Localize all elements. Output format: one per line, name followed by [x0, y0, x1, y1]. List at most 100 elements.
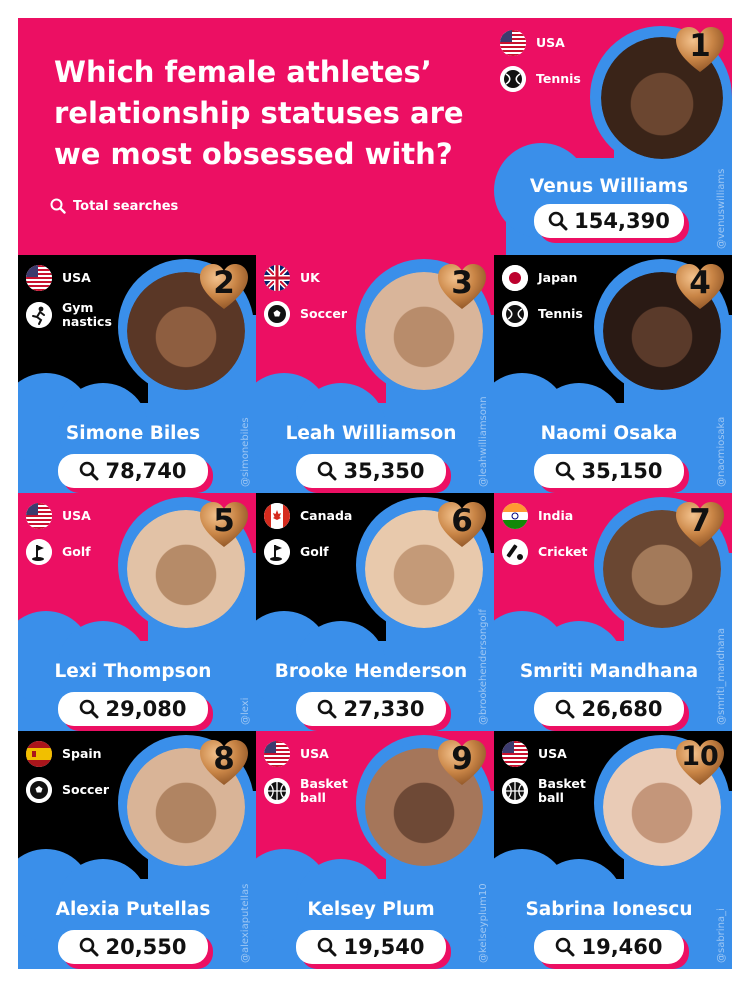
- country-row: USA: [500, 30, 565, 56]
- golf-icon: [26, 539, 52, 565]
- sport-label: Golf: [62, 544, 91, 559]
- athlete-photo: [360, 743, 488, 871]
- search-count: 154,390: [574, 209, 670, 233]
- usa-flag-icon: [502, 741, 528, 767]
- athlete-name: Naomi Osaka: [540, 423, 678, 444]
- country-label: UK: [300, 270, 320, 285]
- search-count-pill: 35,350: [296, 454, 446, 488]
- sport-label: Cricket: [538, 544, 588, 559]
- usa-flag-icon: [26, 265, 52, 291]
- search-count: 78,740: [105, 459, 187, 483]
- sport-row: Basket ball: [264, 777, 348, 805]
- rank-number: 10: [681, 741, 719, 772]
- instagram-handle: @simonebiles: [240, 417, 251, 487]
- instagram-handle: @smriti_mandhana: [716, 627, 727, 725]
- search-count-pill: 154,390: [534, 204, 684, 238]
- rank-number: 5: [213, 503, 235, 539]
- athlete-name: Lexi Thompson: [54, 661, 212, 682]
- search-count-pill: 19,460: [534, 930, 684, 964]
- rank-heart-icon: 5: [198, 501, 250, 549]
- japan-flag-icon: [502, 265, 528, 291]
- rank-heart-icon: 7: [674, 501, 726, 549]
- rank-number: 2: [213, 265, 235, 301]
- india-flag-icon: [502, 503, 528, 529]
- sport-row: Golf: [264, 539, 329, 565]
- search-count-pill: 19,540: [296, 930, 446, 964]
- sport-row: Golf: [26, 539, 91, 565]
- search-count: 35,350: [343, 459, 425, 483]
- search-icon: [317, 461, 337, 481]
- search-count-pill: 78,740: [58, 454, 208, 488]
- rank-heart-icon: 4: [674, 263, 726, 311]
- search-count-pill: 20,550: [58, 930, 208, 964]
- search-count: 19,460: [581, 935, 663, 959]
- athlete-card-5: 5 USA Golf Lexi Thompson 29,080 @lexi: [18, 493, 256, 731]
- rank-heart-icon: 6: [436, 501, 488, 549]
- country-row: Japan: [502, 265, 577, 291]
- athlete-card-7: 7 India Cricket Smriti Mandhana 26,680 @smrit…: [494, 493, 732, 731]
- country-label: India: [538, 508, 574, 523]
- usa-flag-icon: [26, 503, 52, 529]
- rank-number: 1: [689, 28, 711, 64]
- rank-number: 9: [451, 741, 473, 777]
- uk-flag-icon: [264, 265, 290, 291]
- rank-number: 3: [451, 265, 473, 301]
- search-count-pill: 27,330: [296, 692, 446, 726]
- sport-label: Soccer: [62, 782, 110, 797]
- search-count-pill: 35,150: [534, 454, 684, 488]
- country-label: USA: [62, 270, 91, 285]
- spain-flag-icon: [26, 741, 52, 767]
- athlete-name: Kelsey Plum: [307, 899, 435, 920]
- search-count: 20,550: [105, 935, 187, 959]
- country-row: USA: [264, 741, 329, 767]
- sport-row: Cricket: [502, 539, 587, 565]
- soccer-icon: [264, 301, 290, 327]
- athlete-name: Brooke Henderson: [274, 661, 468, 682]
- sport-label: Soccer: [300, 306, 348, 321]
- athlete-name: Sabrina Ionescu: [525, 899, 693, 920]
- usa-flag-icon: [500, 30, 526, 56]
- search-icon: [548, 211, 568, 231]
- athlete-card-10: 10 USA Basket ball Sabrina Ionescu 19,460 @sa…: [494, 731, 732, 969]
- rank-number: 6: [451, 503, 473, 539]
- instagram-handle: @naomiosaka: [716, 416, 727, 487]
- athlete-card-4: 4 Japan Tennis Naomi Osaka 35,150 @naomiosaka: [494, 255, 732, 493]
- search-icon: [555, 461, 575, 481]
- country-label: USA: [300, 746, 329, 761]
- athlete-card-8: 8 Spain Soccer Alexia Putellas 20,550 @alexia…: [18, 731, 256, 969]
- rank-number: 8: [213, 741, 235, 777]
- golf-icon: [264, 539, 290, 565]
- search-icon: [50, 198, 66, 214]
- athlete-name: Leah Williamson: [285, 423, 457, 444]
- country-row: UK: [264, 265, 320, 291]
- country-row: USA: [26, 503, 91, 529]
- sport-row: Gym nastics: [26, 301, 112, 329]
- cricket-icon: [502, 539, 528, 565]
- athlete-name: Alexia Putellas: [55, 899, 211, 920]
- athlete-photo: [360, 505, 488, 633]
- country-label: USA: [62, 508, 91, 523]
- rank-heart-icon: 1: [674, 26, 726, 74]
- country-label: USA: [536, 35, 565, 50]
- instagram-handle: @kelseyplum10: [478, 883, 489, 963]
- rank-heart-icon: 8: [198, 739, 250, 787]
- sport-row: Tennis: [500, 66, 581, 92]
- athlete-card-1: 1 USA Tennis Venus Williams 154,390 @venuswil…: [494, 18, 732, 255]
- search-count: 19,540: [343, 935, 425, 959]
- page-title: Which female athletes’ relationship stat…: [54, 55, 464, 171]
- sport-row: Basket ball: [502, 777, 586, 805]
- basketball-icon: [502, 778, 528, 804]
- search-count: 35,150: [581, 459, 663, 483]
- search-icon: [79, 937, 99, 957]
- soccer-icon: [26, 777, 52, 803]
- rank-number: 7: [689, 503, 711, 539]
- sport-label: Basket ball: [300, 776, 348, 805]
- search-icon: [79, 699, 99, 719]
- legend: Total searches: [50, 198, 178, 214]
- instagram-handle: @alexiaputellas: [240, 883, 251, 963]
- rank-number: 4: [689, 265, 711, 301]
- country-label: USA: [538, 746, 567, 761]
- search-count-pill: 26,680: [534, 692, 684, 726]
- basketball-icon: [264, 778, 290, 804]
- search-icon: [555, 937, 575, 957]
